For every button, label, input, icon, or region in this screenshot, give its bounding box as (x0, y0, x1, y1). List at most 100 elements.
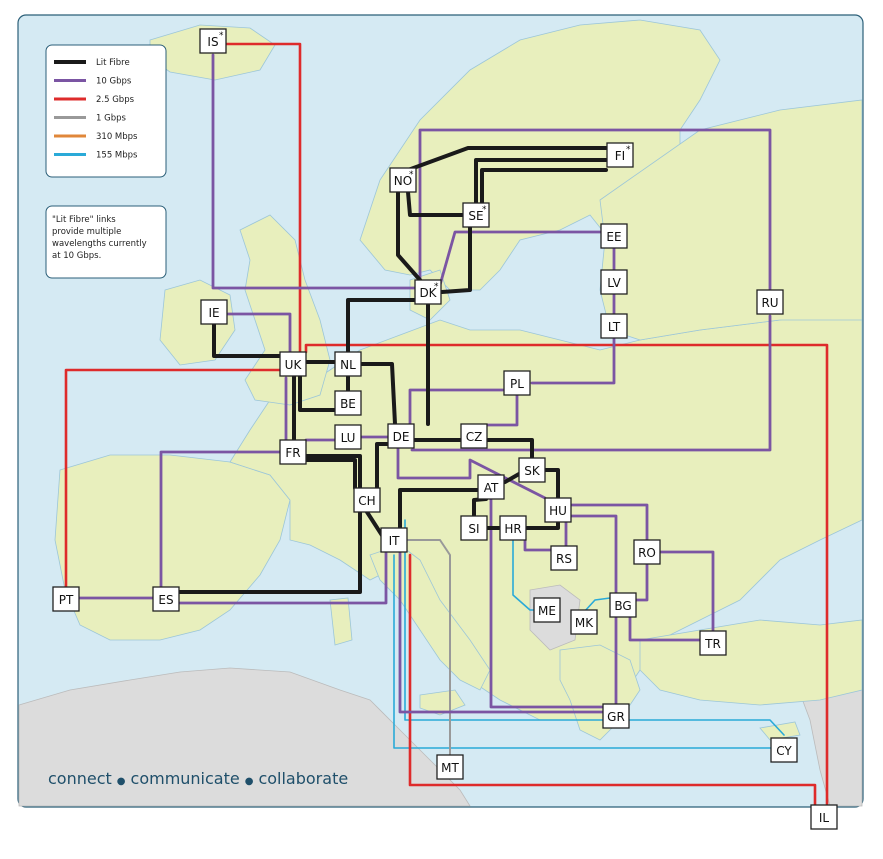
link-hu-bg (570, 514, 618, 594)
legend-label-gbps10: 10 Gbps (96, 77, 132, 87)
link-dk-ru (418, 128, 772, 292)
lit-fibre-note: "Lit Fibre" links provide multiple wavel… (45, 205, 167, 279)
node-fi[interactable]: FI * (606, 142, 634, 168)
node-lt[interactable]: LT (600, 313, 628, 339)
tagline-communicate: communicate (131, 769, 240, 788)
node-star-is: * (219, 31, 224, 41)
link-it-cy-2 (404, 519, 785, 736)
node-box-is (199, 28, 227, 54)
node-box-lt (600, 313, 628, 339)
node-si[interactable]: SI (460, 515, 488, 541)
node-hr[interactable]: HR (499, 515, 527, 541)
node-ee[interactable]: EE (600, 223, 628, 249)
node-label-fr: FR (285, 446, 300, 460)
link-at-gr (489, 498, 604, 709)
link-mk-bg (583, 597, 611, 613)
link-fr-es-lf (178, 454, 362, 594)
node-is[interactable]: IS * (199, 28, 227, 54)
node-label-ee: EE (606, 230, 621, 244)
link-pl-cz (485, 393, 519, 427)
node-label-be: BE (340, 397, 356, 411)
node-box-nl (334, 351, 362, 377)
note-line-4: at 10 Gbps. (52, 251, 101, 261)
link-it-gr (398, 551, 604, 714)
link-sk-hu (543, 468, 560, 500)
node-cz[interactable]: CZ (460, 423, 488, 449)
link-ro-tr (659, 550, 715, 632)
node-dk[interactable]: DK* (414, 279, 442, 305)
node-label-cz: CZ (466, 430, 483, 444)
node-bg[interactable]: BG (609, 592, 637, 618)
link-se-fi (474, 158, 608, 205)
node-ch[interactable]: CH (353, 487, 381, 513)
node-lu[interactable]: LU (334, 424, 362, 450)
node-box-ch (353, 487, 381, 513)
node-box-ie (200, 299, 228, 325)
node-se[interactable]: SE* (462, 202, 490, 228)
node-mk[interactable]: MK (570, 609, 598, 635)
node-ru[interactable]: RU (756, 289, 784, 315)
node-uk[interactable]: UK (279, 351, 307, 377)
node-rs[interactable]: RS (550, 545, 578, 571)
node-label-ie: IE (208, 306, 219, 320)
node-box-de (387, 423, 415, 449)
link-no-se (406, 190, 464, 217)
node-box-ru (756, 289, 784, 315)
node-box-si (460, 515, 488, 541)
node-lv[interactable]: LV (600, 269, 628, 295)
node-il[interactable]: IL (810, 804, 838, 830)
node-label-es: ES (158, 593, 173, 607)
node-me[interactable]: ME (533, 597, 561, 623)
link-it-mt (404, 539, 451, 756)
node-pt[interactable]: PT (52, 586, 80, 612)
node-label-gr: GR (607, 710, 625, 724)
node-pl[interactable]: PL (503, 370, 531, 396)
link-se-fi-2 (480, 168, 608, 205)
node-de[interactable]: DE (387, 423, 415, 449)
node-box-at (477, 474, 505, 500)
node-box-bg (609, 592, 637, 618)
link-is-dk (211, 53, 416, 290)
node-box-rs (550, 545, 578, 571)
link-ie-uk-lf (212, 322, 282, 358)
node-cy[interactable]: CY (770, 737, 798, 763)
tagline: connect ● communicate ● collaborate (48, 769, 348, 788)
node-box-ee (600, 223, 628, 249)
node-be[interactable]: BE (334, 390, 362, 416)
node-gr[interactable]: GR (602, 703, 630, 729)
node-hu[interactable]: HU (544, 497, 572, 523)
node-box-es (152, 586, 180, 612)
node-box-be (334, 390, 362, 416)
node-box-mk (570, 609, 598, 635)
node-label-no: NO (394, 174, 412, 188)
node-no[interactable]: NO* (389, 167, 417, 193)
node-label-lt: LT (608, 320, 621, 334)
tagline-connect: connect (48, 769, 112, 788)
node-label-il: IL (819, 811, 830, 825)
legend-items: Lit Fibre 10 Gbps 2.5 Gbps 1 Gbps 310 Mbps 15… (54, 58, 138, 161)
link-pl-de (408, 388, 505, 426)
node-ie[interactable]: IE (200, 299, 228, 325)
link-fr-es (159, 450, 282, 590)
node-box-fr (279, 439, 307, 465)
link-ro-bg (634, 563, 649, 602)
node-es[interactable]: ES (152, 586, 180, 612)
link-hr-hu (525, 520, 560, 530)
node-box-cy (770, 737, 798, 763)
node-label-lu: LU (341, 431, 356, 445)
link-bg-tr (628, 616, 701, 642)
node-nl[interactable]: NL (334, 351, 362, 377)
node-box-gr (602, 703, 630, 729)
node-at[interactable]: AT (477, 474, 505, 500)
node-mt[interactable]: MT (436, 754, 464, 780)
node-it[interactable]: IT (380, 527, 408, 553)
node-star-fi: * (626, 145, 631, 155)
node-fr[interactable]: FR (279, 439, 307, 465)
node-ro[interactable]: RO (633, 539, 661, 565)
node-sk[interactable]: SK (518, 457, 546, 483)
link-dk-se (440, 225, 472, 294)
link-at-sk (503, 472, 521, 484)
node-tr[interactable]: TR (699, 630, 727, 656)
node-label-tr: TR (704, 637, 721, 651)
